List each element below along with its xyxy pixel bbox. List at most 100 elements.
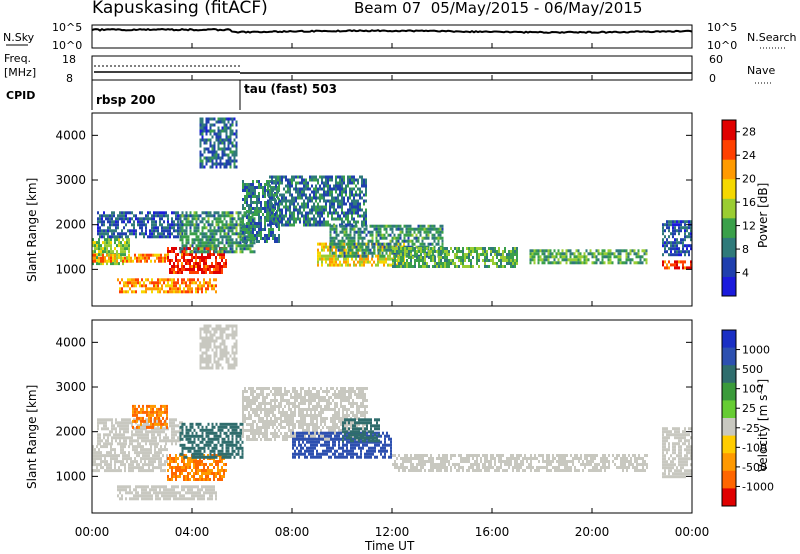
heatmap-cell [141, 211, 143, 215]
heatmap-cell [428, 250, 430, 253]
heatmap-cell [682, 250, 684, 254]
heatmap-cell [158, 416, 160, 420]
heatmap-cell [291, 217, 293, 221]
heatmap-cell [205, 443, 208, 447]
heatmap-cell [365, 227, 368, 231]
heatmap-cell [541, 261, 544, 265]
heatmap-cell [416, 259, 418, 262]
heatmap-cell [161, 211, 163, 215]
heatmap-cell [407, 224, 410, 228]
heatmap-cell [357, 214, 359, 218]
heatmap-cell [244, 207, 246, 210]
heatmap-cell [153, 214, 155, 218]
heatmap-cell [393, 251, 396, 255]
heatmap-cell [323, 242, 325, 246]
heatmap-cell [331, 227, 334, 231]
heatmap-cell [285, 211, 287, 215]
heatmap-cell [289, 202, 291, 206]
heatmap-cell [405, 233, 408, 237]
heatmap-cell [175, 466, 177, 469]
heatmap-cell [205, 256, 207, 259]
heatmap-cell [146, 253, 148, 257]
heatmap-cell [349, 254, 352, 258]
heatmap-cell [207, 428, 210, 432]
heatmap-cell [169, 271, 171, 274]
heatmap-cell [121, 214, 123, 218]
heatmap-cell [124, 256, 126, 260]
heatmap-cell [327, 254, 329, 258]
heatmap-cell [359, 233, 362, 237]
heatmap-cell [676, 247, 678, 251]
heatmap-cell [279, 202, 281, 206]
heatmap-cell [221, 259, 223, 262]
heatmap-cell [351, 251, 354, 255]
heatmap-cell [131, 223, 133, 227]
heatmap-cell [279, 181, 281, 185]
heatmap-cell [105, 427, 107, 431]
heatmap-cell [143, 223, 145, 227]
heatmap-cell [143, 290, 145, 294]
heatmap-cell [252, 192, 254, 195]
heatmap-cell [151, 217, 153, 221]
heatmap-cell [116, 262, 118, 266]
heatmap-cell [99, 232, 101, 236]
heatmap-cell [185, 268, 187, 271]
heatmap-cell [109, 214, 111, 218]
heatmap-cell [219, 220, 222, 224]
heatmap-cell [267, 211, 269, 215]
heatmap-cell [271, 217, 273, 221]
heatmap-cell [253, 217, 256, 221]
heatmap-cell [209, 250, 211, 253]
heatmap-cell [207, 241, 210, 245]
heatmap-cell [183, 497, 185, 501]
heatmap-cell [273, 187, 275, 191]
noise-right-tick-top: 10^5 [707, 21, 737, 34]
heatmap-cell [407, 239, 410, 243]
heatmap-cell [209, 478, 211, 481]
heatmap-cell [365, 257, 367, 261]
heatmap-cell [398, 265, 400, 268]
heatmap-cell [97, 442, 99, 446]
heatmap-cell [171, 485, 173, 489]
power-y-label: Slant Range [km] [25, 178, 39, 282]
heatmap-cell [239, 455, 242, 459]
heatmap-cell [347, 178, 349, 182]
heatmap-cell [684, 220, 686, 224]
noise-sky-series [91, 27, 693, 34]
heatmap-cell [357, 187, 359, 191]
heatmap-cell [165, 497, 167, 501]
heatmap-cell [213, 268, 215, 271]
heatmap-cell [152, 460, 154, 464]
heatmap-cell [157, 235, 159, 239]
heatmap-cell [155, 214, 157, 218]
heatmap-cell [179, 229, 182, 233]
heatmap-cell [164, 404, 166, 408]
heatmap-cell [617, 258, 620, 262]
heatmap-cell [327, 193, 329, 197]
heatmap-cell [313, 214, 315, 218]
heatmap-cell [549, 261, 552, 265]
heatmap-cell [199, 159, 202, 163]
heatmap-cell [531, 258, 534, 262]
heatmap-cell [271, 214, 273, 218]
heatmap-cell [664, 241, 666, 245]
heatmap-cell [185, 491, 187, 495]
heatmap-cell [444, 253, 446, 256]
heatmap-cell [267, 202, 269, 206]
heatmap-cell [297, 211, 299, 215]
heatmap-cell [175, 469, 177, 472]
heatmap-cell [136, 256, 138, 260]
heatmap-cell [207, 472, 209, 475]
heatmap-cell [357, 251, 359, 255]
heatmap-cell [215, 431, 218, 435]
heatmap-cell [159, 488, 161, 492]
heatmap-cell [100, 466, 102, 470]
heatmap-cell [561, 258, 564, 262]
heatmap-cell [353, 230, 356, 234]
heatmap-cell [209, 144, 212, 148]
heatmap-cell [323, 175, 325, 179]
heatmap-cell [167, 250, 169, 253]
heatmap-cell [103, 235, 105, 239]
heatmap-cell [516, 256, 518, 259]
heatmap-cell [341, 202, 343, 206]
